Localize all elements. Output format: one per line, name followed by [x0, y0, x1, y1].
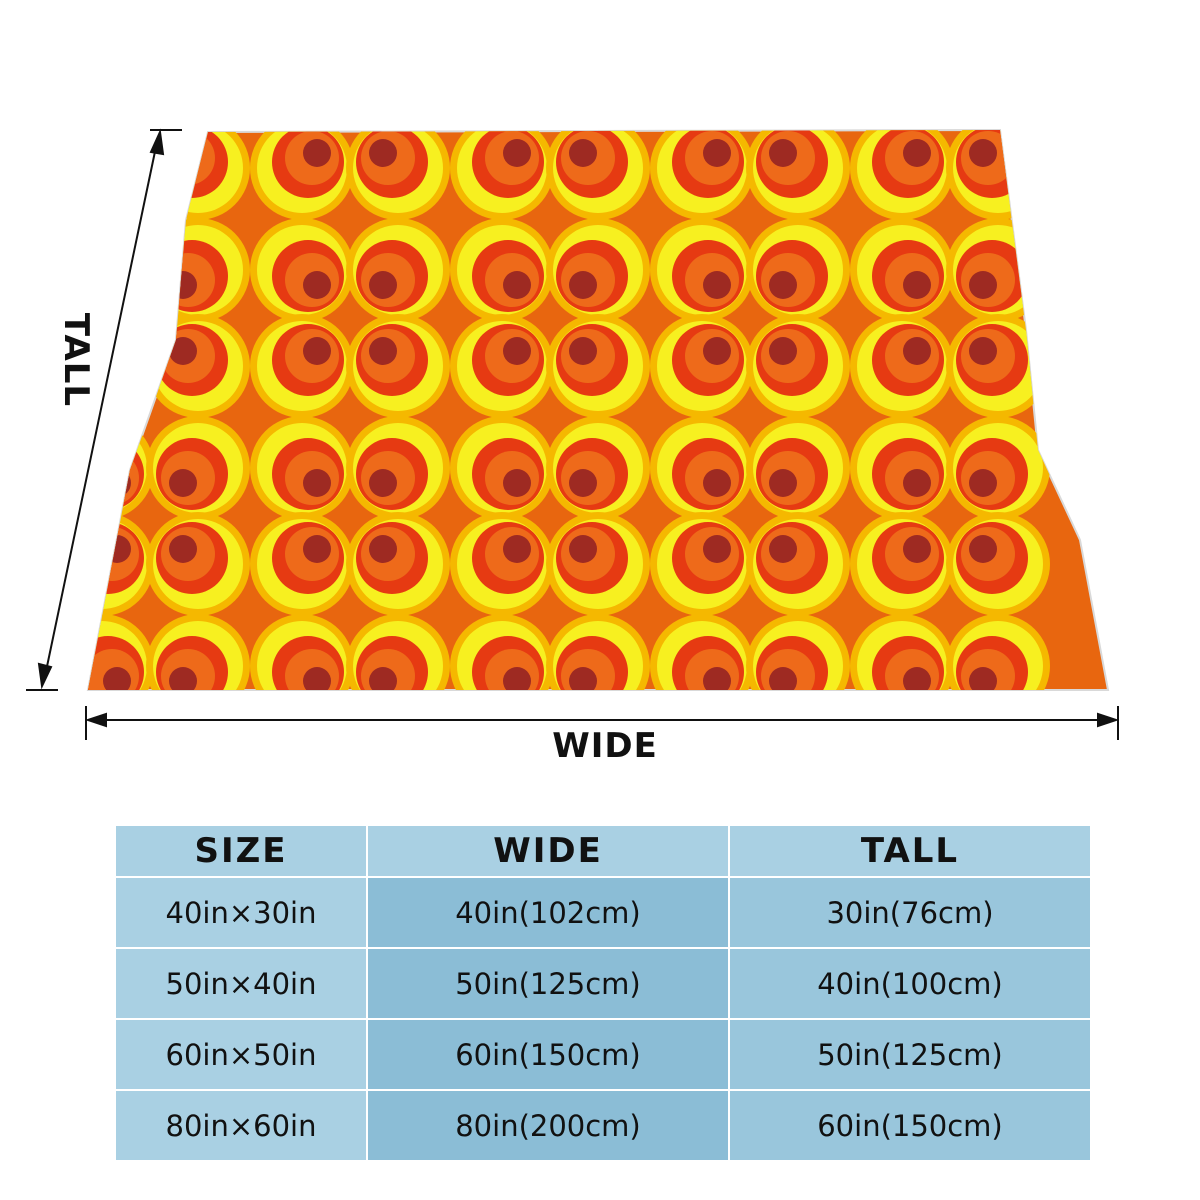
table-row: 80in×60in 80in(200cm) 60in(150cm) — [116, 1091, 1090, 1160]
wide-cell: 80in(200cm) — [368, 1091, 728, 1160]
blanket-image — [57, 27, 1110, 691]
pattern-eye — [553, 27, 643, 117]
table-row: 60in×50in 60in(150cm) 50in(125cm) — [116, 1020, 1090, 1089]
pattern-eye — [457, 27, 547, 117]
pattern-eye — [153, 27, 243, 117]
pattern-eye — [257, 27, 347, 117]
header-wide: WIDE — [368, 826, 728, 876]
tall-label: TALL — [56, 312, 96, 408]
tall-dimension-arrow — [26, 128, 182, 691]
size-table-header-row: SIZE WIDE TALL — [116, 826, 1090, 876]
header-tall: TALL — [730, 826, 1090, 876]
size-cell: 50in×40in — [116, 949, 366, 1018]
pattern-eye — [88, 225, 147, 315]
pattern-eye — [657, 27, 747, 117]
size-cell: 80in×60in — [116, 1091, 366, 1160]
wide-dimension-arrow — [84, 706, 1120, 740]
tall-cell: 50in(125cm) — [730, 1020, 1090, 1089]
pattern-eye — [753, 27, 843, 117]
header-size: SIZE — [116, 826, 366, 876]
table-row: 50in×40in 50in(125cm) 40in(100cm) — [116, 949, 1090, 1018]
tall-cell: 40in(100cm) — [730, 949, 1090, 1018]
pattern-eye — [857, 27, 947, 117]
wide-cell: 40in(102cm) — [368, 878, 728, 947]
size-cell: 40in×30in — [116, 878, 366, 947]
pattern-eye — [953, 27, 1043, 117]
blanket-figure — [26, 27, 1120, 740]
tall-cell: 30in(76cm) — [730, 878, 1090, 947]
wide-cell: 50in(125cm) — [368, 949, 728, 1018]
table-row: 40in×30in 40in(102cm) 30in(76cm) — [116, 878, 1090, 947]
pattern-eye — [88, 130, 147, 213]
wide-cell: 60in(150cm) — [368, 1020, 728, 1089]
pattern-eye — [57, 27, 147, 117]
size-table: SIZE WIDE TALL 40in×30in 40in(102cm) 30i… — [114, 824, 1092, 1162]
wide-label: WIDE — [552, 726, 658, 766]
size-cell: 60in×50in — [116, 1020, 366, 1089]
pattern-eye — [353, 27, 443, 117]
tall-cell: 60in(150cm) — [730, 1091, 1090, 1160]
